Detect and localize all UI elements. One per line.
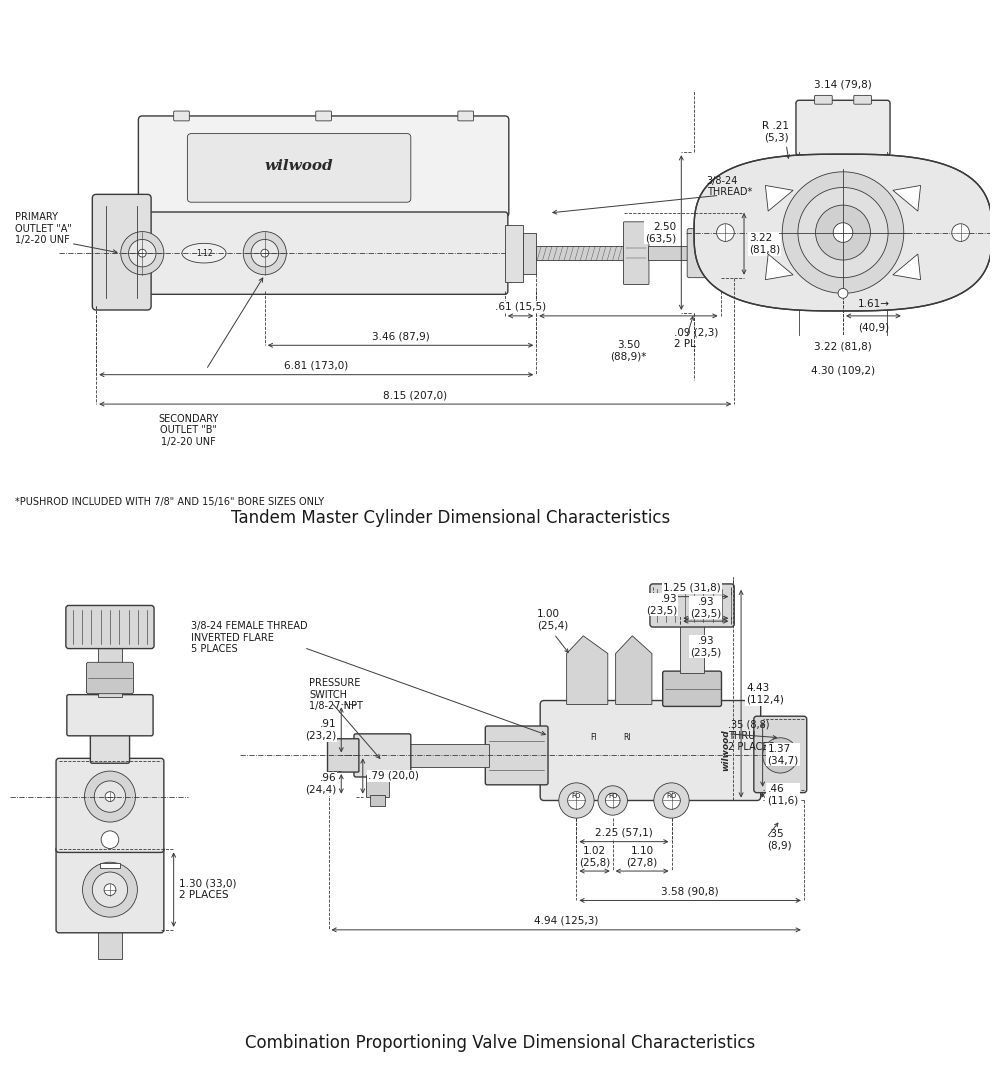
Text: .93
(23,5): .93 (23,5) xyxy=(690,636,721,657)
Text: 4.30 (109,2): 4.30 (109,2) xyxy=(811,366,875,376)
FancyBboxPatch shape xyxy=(485,726,548,785)
Text: 2.25 (57,1): 2.25 (57,1) xyxy=(595,827,653,838)
Text: 1.00
(25,4): 1.00 (25,4) xyxy=(537,610,568,631)
Polygon shape xyxy=(694,154,992,311)
Circle shape xyxy=(105,792,115,801)
Text: FI: FI xyxy=(590,733,596,742)
FancyBboxPatch shape xyxy=(370,795,385,807)
Polygon shape xyxy=(567,636,608,704)
Text: 2.50
(63,5): 2.50 (63,5) xyxy=(645,222,676,244)
Text: 3.46 (87,9): 3.46 (87,9) xyxy=(372,331,429,341)
Circle shape xyxy=(101,831,119,848)
Circle shape xyxy=(798,187,888,277)
FancyBboxPatch shape xyxy=(174,112,189,121)
Text: 8.15 (207,0): 8.15 (207,0) xyxy=(383,390,447,400)
Text: .09 (2,3)
2 PL: .09 (2,3) 2 PL xyxy=(674,328,719,349)
Text: 4.94 (125,3): 4.94 (125,3) xyxy=(534,916,598,926)
FancyBboxPatch shape xyxy=(815,95,832,104)
Text: .96
(24,4): .96 (24,4) xyxy=(305,773,336,795)
FancyBboxPatch shape xyxy=(56,847,164,932)
Text: FO: FO xyxy=(608,793,617,798)
Circle shape xyxy=(559,783,594,818)
Text: SECONDARY
OUTLET "B"
1/2-20 UNF: SECONDARY OUTLET "B" 1/2-20 UNF xyxy=(158,414,218,447)
FancyBboxPatch shape xyxy=(354,734,411,777)
FancyBboxPatch shape xyxy=(458,112,474,121)
Text: 1.10
(27,8): 1.10 (27,8) xyxy=(626,846,658,867)
Text: FO: FO xyxy=(572,793,581,798)
FancyBboxPatch shape xyxy=(66,605,154,649)
FancyBboxPatch shape xyxy=(366,775,389,797)
Text: 3/8-24 FEMALE THREAD
INVERTED FLARE
5 PLACES: 3/8-24 FEMALE THREAD INVERTED FLARE 5 PL… xyxy=(191,622,308,654)
Text: .35 (8,8)
THRU
2 PLACES: .35 (8,8) THRU 2 PLACES xyxy=(728,719,775,753)
Circle shape xyxy=(243,232,286,275)
Text: 3/8-24
THREAD*: 3/8-24 THREAD* xyxy=(707,175,752,197)
Text: 3.22
(81,8): 3.22 (81,8) xyxy=(749,233,780,255)
FancyBboxPatch shape xyxy=(687,229,722,277)
Text: 1.30 (33,0)
2 PLACES: 1.30 (33,0) 2 PLACES xyxy=(179,879,236,900)
FancyBboxPatch shape xyxy=(754,716,807,793)
Circle shape xyxy=(598,786,627,815)
Text: RI: RI xyxy=(624,733,631,742)
Circle shape xyxy=(261,249,269,257)
Polygon shape xyxy=(616,636,652,704)
FancyBboxPatch shape xyxy=(721,245,734,262)
FancyBboxPatch shape xyxy=(316,112,331,121)
Circle shape xyxy=(838,288,848,298)
FancyBboxPatch shape xyxy=(100,863,120,869)
FancyBboxPatch shape xyxy=(536,246,624,260)
Circle shape xyxy=(568,792,585,809)
FancyBboxPatch shape xyxy=(86,663,133,694)
Text: 3.50
(88,9)*: 3.50 (88,9)* xyxy=(610,340,647,362)
FancyBboxPatch shape xyxy=(523,233,536,274)
Text: .46
(11,6): .46 (11,6) xyxy=(768,784,799,806)
Circle shape xyxy=(83,862,137,917)
FancyBboxPatch shape xyxy=(623,222,649,285)
Circle shape xyxy=(121,232,164,275)
Polygon shape xyxy=(765,185,793,211)
FancyBboxPatch shape xyxy=(139,212,508,295)
FancyBboxPatch shape xyxy=(505,225,523,282)
FancyBboxPatch shape xyxy=(187,133,411,203)
Text: 6.81 (173,0): 6.81 (173,0) xyxy=(284,361,348,370)
Circle shape xyxy=(816,205,870,260)
Circle shape xyxy=(94,781,126,812)
FancyBboxPatch shape xyxy=(796,101,890,155)
Text: .79 (20,0): .79 (20,0) xyxy=(368,771,419,781)
Circle shape xyxy=(763,738,798,773)
Polygon shape xyxy=(893,255,921,279)
FancyBboxPatch shape xyxy=(138,116,509,217)
Text: .61 (15,5): .61 (15,5) xyxy=(495,302,546,312)
FancyBboxPatch shape xyxy=(663,671,721,706)
Circle shape xyxy=(84,771,135,822)
Text: 1.12: 1.12 xyxy=(196,249,212,258)
Text: R .21
(5,3): R .21 (5,3) xyxy=(762,121,789,143)
Circle shape xyxy=(138,249,146,257)
Text: .93
(23,5): .93 (23,5) xyxy=(690,597,721,618)
Text: PRIMARY
OUTLET "A"
1/2-20 UNF: PRIMARY OUTLET "A" 1/2-20 UNF xyxy=(15,212,72,245)
FancyBboxPatch shape xyxy=(650,584,734,627)
FancyBboxPatch shape xyxy=(98,928,122,960)
Circle shape xyxy=(92,872,128,908)
Text: (40,9): (40,9) xyxy=(858,323,889,332)
Text: .93
(23,5): .93 (23,5) xyxy=(646,593,677,615)
Text: 1.61→: 1.61→ xyxy=(857,299,889,309)
Text: 3.22 (81,8): 3.22 (81,8) xyxy=(814,341,872,351)
Text: PRESSURE
SWITCH
1/8-27 NPT: PRESSURE SWITCH 1/8-27 NPT xyxy=(309,678,363,712)
Text: RO: RO xyxy=(666,793,677,798)
Circle shape xyxy=(782,172,904,293)
Text: Tandem Master Cylinder Dimensional Characteristics: Tandem Master Cylinder Dimensional Chara… xyxy=(231,509,671,526)
Text: wilwood: wilwood xyxy=(721,730,730,771)
Circle shape xyxy=(833,223,853,243)
Text: .91
(23,2): .91 (23,2) xyxy=(305,719,336,741)
Circle shape xyxy=(654,783,689,818)
Text: 1.25 (31,8): 1.25 (31,8) xyxy=(663,583,721,592)
Text: 1.02
(25,8): 1.02 (25,8) xyxy=(579,846,610,867)
Text: 4.43
(112,4): 4.43 (112,4) xyxy=(746,683,784,704)
Text: .35
(8,9): .35 (8,9) xyxy=(768,828,792,850)
Circle shape xyxy=(129,239,156,266)
Text: 3.58 (90,8): 3.58 (90,8) xyxy=(661,887,719,897)
FancyBboxPatch shape xyxy=(854,95,871,104)
FancyBboxPatch shape xyxy=(680,624,704,674)
Circle shape xyxy=(605,793,620,808)
Circle shape xyxy=(699,247,711,259)
